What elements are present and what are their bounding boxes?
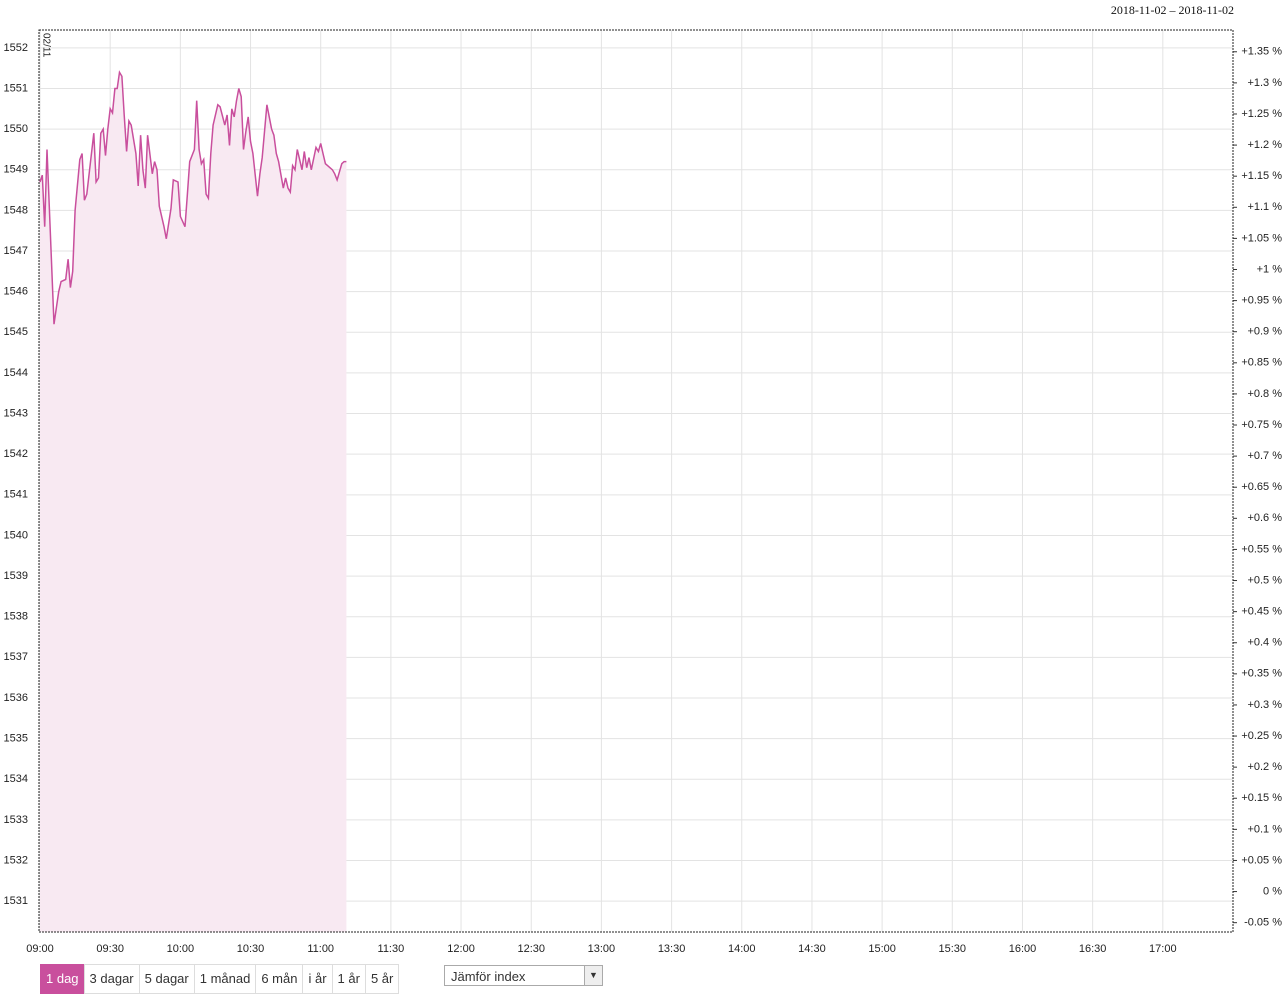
x-tick-label: 10:00 xyxy=(167,943,195,955)
compare-select[interactable]: Jämför index ▼ xyxy=(444,965,603,986)
y-tick-label: 1536 xyxy=(4,692,28,704)
compare-text: Jämför index xyxy=(451,969,526,984)
y-tick-label: 1547 xyxy=(4,245,28,257)
y-tick-label: 1545 xyxy=(4,326,28,338)
y2-tick-label: +1.25 % xyxy=(1241,108,1282,120)
y-tick-label: 1552 xyxy=(4,42,28,54)
y2-tick-label: +1.1 % xyxy=(1247,201,1282,213)
x-tick-label: 16:30 xyxy=(1079,943,1107,955)
y2-tick-label: +0.4 % xyxy=(1247,637,1282,649)
plot-border xyxy=(38,29,1234,933)
period-button[interactable]: i år xyxy=(302,964,333,994)
y2-tick-label: +0.35 % xyxy=(1241,668,1282,680)
y2-tick-label: +0.45 % xyxy=(1241,606,1282,618)
y-tick-label: 1540 xyxy=(4,529,28,541)
y2-tick-label: +0.2 % xyxy=(1247,761,1282,773)
y-tick-label: 1534 xyxy=(4,773,28,785)
x-tick-label: 10:30 xyxy=(237,943,265,955)
y2-tick-label: +0.1 % xyxy=(1247,823,1282,835)
y-tick-label: 1542 xyxy=(4,448,28,460)
y-tick-label: 1537 xyxy=(4,651,28,663)
y-tick-label: 1543 xyxy=(4,407,28,419)
y2-tick-label: +0.3 % xyxy=(1247,699,1282,711)
chart: 1531 1532 1533 1534 1535 1536 1537 1538 1539 1540… xyxy=(4,29,1283,955)
period-buttons: 1 dag 3 dagar 5 dagar 1 månad 6 mån i år 1 år 5… xyxy=(40,964,400,994)
price-line xyxy=(39,70,347,325)
y2-tick-label: +0.15 % xyxy=(1241,792,1282,804)
y2-tick-label: +1.05 % xyxy=(1241,232,1282,244)
x-tick-label: 14:00 xyxy=(728,943,756,955)
y-tick-label: 1551 xyxy=(4,82,28,94)
x-tick-label: 09:30 xyxy=(96,943,124,955)
x-tick-label: 12:00 xyxy=(447,943,475,955)
x-tick-label: 13:00 xyxy=(588,943,616,955)
y-tick-label: 1541 xyxy=(4,489,28,501)
y2-tick-label: +0.75 % xyxy=(1241,419,1282,431)
y2-tick-label: +0.6 % xyxy=(1247,512,1282,524)
y2-tick-label: -0.05 % xyxy=(1244,917,1282,929)
y-tick-label: 1549 xyxy=(4,164,28,176)
y2-tick-label: +0.95 % xyxy=(1241,295,1282,307)
period-button[interactable]: 1 månad xyxy=(193,964,257,994)
y2-tick-label: +0.5 % xyxy=(1247,574,1282,586)
y2-tick-label: +0.25 % xyxy=(1241,730,1282,742)
x-tick-label: 16:00 xyxy=(1009,943,1037,955)
x-tick-label: 14:30 xyxy=(798,943,826,955)
date-label: 02/11 xyxy=(40,33,51,58)
x-tick-label: 11:00 xyxy=(307,943,334,955)
y-tick-label: 1531 xyxy=(4,895,28,907)
y2-tick-label: +0.65 % xyxy=(1241,481,1282,493)
x-tick-label: 13:30 xyxy=(658,943,686,955)
x-tick-label: 17:00 xyxy=(1149,943,1177,955)
y2-tick-label: +1.2 % xyxy=(1247,139,1282,151)
y-tick-label: 1550 xyxy=(4,123,28,135)
y-tick-label: 1539 xyxy=(4,570,28,582)
y2-tick-label: +0.8 % xyxy=(1247,388,1282,400)
period-button[interactable]: 1 dag xyxy=(40,964,85,994)
area xyxy=(40,72,347,933)
y2-tick-label: +1.15 % xyxy=(1241,170,1282,182)
y2-tick-label: +0.55 % xyxy=(1241,543,1282,555)
x-tick-label: 11:30 xyxy=(378,943,405,955)
period-button[interactable]: 5 år xyxy=(364,964,400,994)
y-tick-label: 1546 xyxy=(4,286,28,298)
y2-tick-label: 0 % xyxy=(1263,885,1282,897)
y-tick-label: 1535 xyxy=(4,733,28,745)
y2-tick-label: +1 % xyxy=(1257,263,1283,275)
y2-tick-label: +0.7 % xyxy=(1247,450,1282,462)
y2-tick-label: +1.35 % xyxy=(1241,46,1282,58)
dropdown-arrow: ▼ xyxy=(584,966,602,985)
period-button[interactable]: 5 dagar xyxy=(138,964,195,994)
x-tick-label: 09:00 xyxy=(26,943,54,955)
y2-tick-label: +0.05 % xyxy=(1241,854,1282,866)
x-tick-label: 15:30 xyxy=(939,943,967,955)
y-tick-label: 1538 xyxy=(4,611,28,623)
y-tick-label: 1533 xyxy=(4,814,28,826)
y-tick-label: 1532 xyxy=(4,854,28,866)
y-tick-label: 1548 xyxy=(4,204,28,216)
y2-tick-label: +0.9 % xyxy=(1247,326,1282,338)
period-button[interactable]: 6 mån xyxy=(255,964,304,994)
y2-tick-label: +1.3 % xyxy=(1247,77,1282,89)
period-button[interactable]: 1 år xyxy=(331,964,366,994)
y2-tick-label: +0.85 % xyxy=(1241,357,1282,369)
date-range: 2018-11-02 – 2018-11-02 xyxy=(1110,3,1234,17)
x-tick-label: 12:30 xyxy=(517,943,545,955)
x-tick-label: 15:00 xyxy=(868,943,896,955)
y-tick-label: 1544 xyxy=(4,367,28,379)
period-button[interactable]: 3 dagar xyxy=(83,964,140,994)
